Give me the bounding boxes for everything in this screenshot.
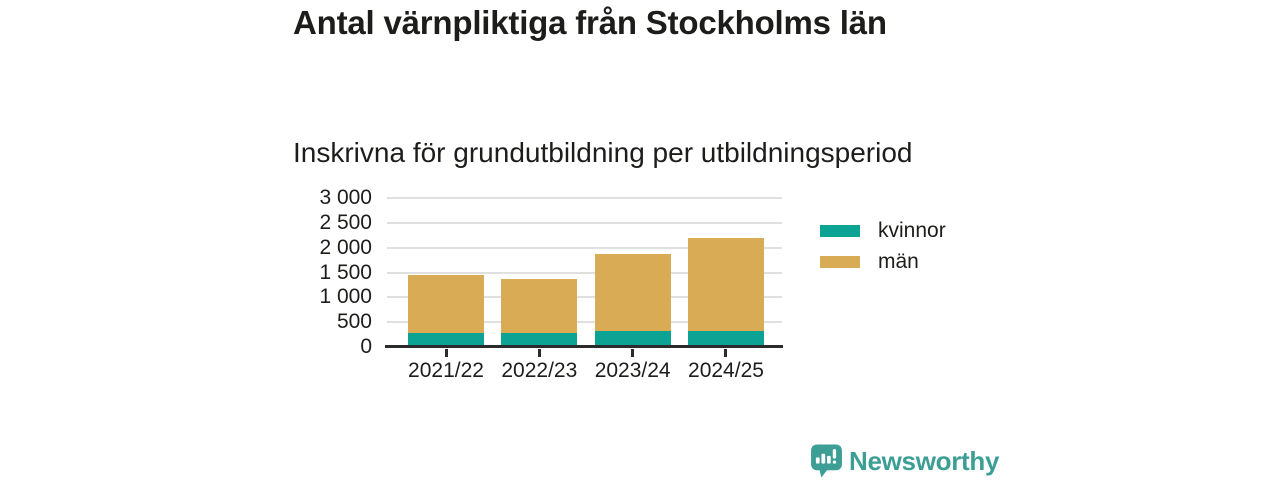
gridline-3000 (387, 197, 782, 199)
bar-segment-män-2022/23 (501, 279, 578, 334)
x-tick-label-2024/25: 2024/25 (688, 359, 764, 382)
newsworthy-wordmark: Newsworthy (849, 445, 1000, 476)
x-tick-2021/22 (444, 349, 448, 357)
x-tick-label-2022/23: 2022/23 (501, 359, 578, 382)
y-tick-label-500: 500 (336, 310, 372, 334)
bar-segment-män-2021/22 (408, 274, 484, 333)
x-tick-2022/23 (537, 349, 541, 357)
legend-item-man: män (820, 248, 946, 276)
legend-swatch-man (820, 256, 860, 268)
y-tick-label-1500: 1 500 (319, 260, 372, 284)
y-tick-label-1000: 1 000 (319, 285, 372, 309)
newsworthy-logo-icon (811, 444, 842, 478)
bar-segment-kvinnor-2023/24 (594, 330, 671, 347)
y-axis-labels: 0 500 1 000 1 500 2 000 2 500 3 000 (268, 187, 372, 358)
plot-area (385, 197, 783, 357)
y-tick-label-3000: 3 000 (319, 186, 372, 209)
x-tick-2023/24 (631, 349, 635, 357)
gridline-2500 (387, 221, 782, 224)
page-title: Antal värnpliktiga från Stockholms län (293, 4, 887, 41)
x-axis-line (385, 345, 783, 348)
gridline-2000 (387, 246, 782, 249)
chart-subtitle: Inskrivna för grundutbildning per utbild… (293, 137, 913, 168)
y-tick-label-2000: 2 000 (319, 235, 372, 259)
legend-item-kvinnor: kvinnor (820, 217, 946, 245)
y-tick-label-2500: 2 500 (319, 210, 372, 234)
x-tick-2024/25 (724, 349, 728, 357)
gridline-1000 (387, 296, 782, 299)
chart-legend: kvinnor män (820, 217, 946, 276)
x-tick-label-2021/22: 2021/22 (408, 359, 484, 382)
bar-segment-kvinnor-2021/22 (408, 332, 484, 347)
x-tick-label-2023/24: 2023/24 (594, 359, 671, 382)
gridline-500 (387, 321, 782, 324)
legend-label-kvinnor: kvinnor (878, 219, 946, 242)
y-tick-label-0: 0 (360, 335, 372, 358)
gridline-1500 (387, 271, 782, 274)
bar-segment-kvinnor-2024/25 (687, 330, 764, 347)
bar-segment-män-2023/24 (594, 254, 671, 331)
newsworthy-branding: Newsworthy (810, 444, 999, 478)
x-axis-labels: 2021/22 2022/23 2023/24 2024/25 (388, 357, 782, 387)
legend-label-man: män (878, 250, 919, 273)
bar-segment-kvinnor-2022/23 (501, 333, 578, 347)
bar-segment-män-2024/25 (687, 237, 764, 331)
legend-swatch-kvinnor (820, 225, 860, 237)
